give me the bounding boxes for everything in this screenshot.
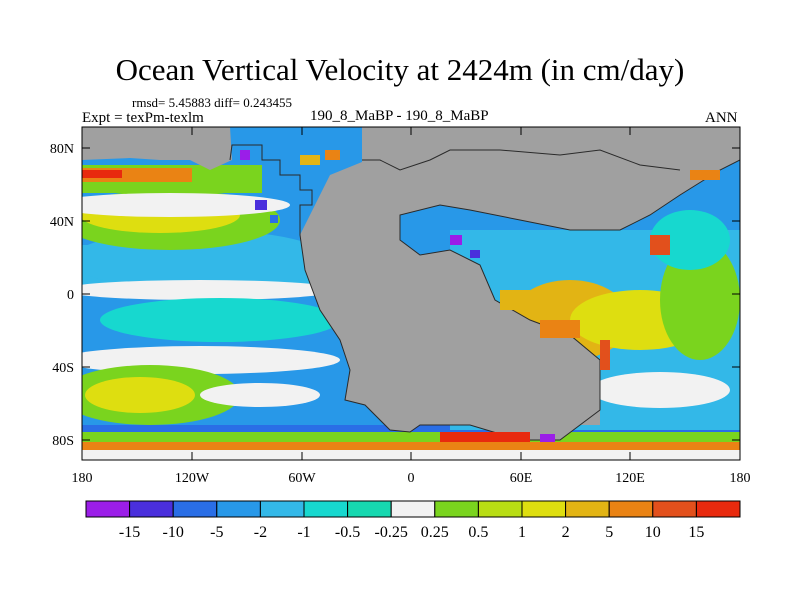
coast-speckle: [500, 290, 530, 310]
lat-axis: 80N 40N 0 40S 80S: [50, 142, 740, 449]
coast-speckle: [300, 155, 320, 165]
colorbar-box: [85, 500, 131, 518]
coast-speckle: [450, 235, 462, 245]
lat-label: 80N: [50, 142, 74, 157]
coast-speckle: [650, 235, 670, 255]
lat-label: 40N: [50, 215, 74, 230]
stats-text: rmsd= 5.45883 diff= 0.243455: [132, 95, 292, 110]
lon-label: 60W: [288, 471, 316, 486]
colorbar-label: 0.5: [468, 524, 488, 541]
land-west-continent: [230, 127, 740, 440]
experiment-label: Expt = texPm-texlm: [82, 110, 204, 126]
map-field: [82, 127, 740, 460]
colorbar-box: [390, 500, 436, 518]
land-south-block: [400, 400, 600, 425]
lat-label: 0: [67, 288, 74, 303]
lon-label: 60E: [510, 471, 533, 486]
colorbar-label: -5: [210, 524, 223, 541]
ocean-band-southern-orange: [82, 442, 740, 450]
lat-label: 40S: [52, 361, 74, 376]
colorbar-box: [521, 500, 567, 518]
coast-speckle: [440, 432, 530, 442]
coast-speckle: [240, 150, 250, 160]
colorbar-label: 2: [562, 524, 570, 541]
ocean-band-southern-green: [82, 432, 740, 442]
colorbar-label: -1: [297, 524, 310, 541]
lon-label: 120E: [615, 471, 645, 486]
ocean-patch-east-white: [590, 372, 730, 408]
season-label: ANN: [705, 110, 738, 126]
colorbar-box: [695, 500, 741, 518]
colorbar-box: [172, 500, 218, 518]
colorbar-box: [129, 500, 174, 518]
colorbar-label: -0.5: [335, 524, 360, 541]
colorbar-box: [652, 500, 697, 518]
coast-speckle: [690, 170, 720, 180]
ocean-patch-teal: [100, 298, 340, 342]
colorbar-box: [347, 500, 392, 518]
colorbar-label: 10: [645, 524, 661, 541]
colorbar: -15 -10 -5 -2 -1 -0.5 -0.25 0.25 0.5 1 2 5 10 15: [85, 500, 741, 541]
ocean-patch-white-south2: [200, 383, 320, 407]
coast-speckle: [540, 320, 580, 338]
colorbar-label: 15: [688, 524, 704, 541]
colorbar-box: [608, 500, 654, 518]
lat-label: 80S: [52, 434, 74, 449]
ocean-patch-white-lower: [82, 280, 340, 300]
colorbar-label: 5: [605, 524, 613, 541]
colorbar-label: -0.25: [375, 524, 408, 541]
colorbar-label: 1: [518, 524, 526, 541]
land-west-north-cap: [82, 127, 232, 170]
colorbar-box: [434, 500, 479, 518]
ocean-patch-white-band: [82, 193, 290, 217]
coast-speckle: [270, 215, 278, 223]
colorbar-box: [303, 500, 349, 518]
colorbar-label: 0.25: [421, 524, 449, 541]
colorbar-label: -10: [163, 524, 184, 541]
lon-label: 120W: [175, 471, 210, 486]
lon-label: 0: [408, 471, 415, 486]
lon-label: 180: [730, 471, 751, 486]
lon-axis: 180 120W 60W 0 60E 120E 180: [72, 127, 751, 486]
colorbar-box: [565, 500, 610, 518]
ocean-band-red-north: [82, 170, 122, 178]
coast-speckle: [470, 250, 480, 258]
coast-speckle: [255, 200, 267, 210]
coast-speckle: [600, 340, 610, 370]
coastline-outline: [229, 144, 740, 441]
colorbar-label: -15: [119, 524, 140, 541]
subtitle: 190_8_MaBP - 190_8_MaBP: [310, 108, 489, 124]
coast-speckle: [325, 150, 340, 160]
colorbar-label: -2: [254, 524, 267, 541]
ocean-patch-east-green: [660, 240, 740, 360]
colorbar-box: [216, 500, 261, 518]
colorbar-box: [477, 500, 523, 518]
ocean-patch-yellow-south: [85, 377, 195, 413]
map-title: Ocean Vertical Velocity at 2424m (in cm/…: [115, 52, 685, 87]
coast-speckle: [540, 434, 555, 442]
lon-label: 180: [72, 471, 93, 486]
colorbar-box: [259, 500, 305, 518]
